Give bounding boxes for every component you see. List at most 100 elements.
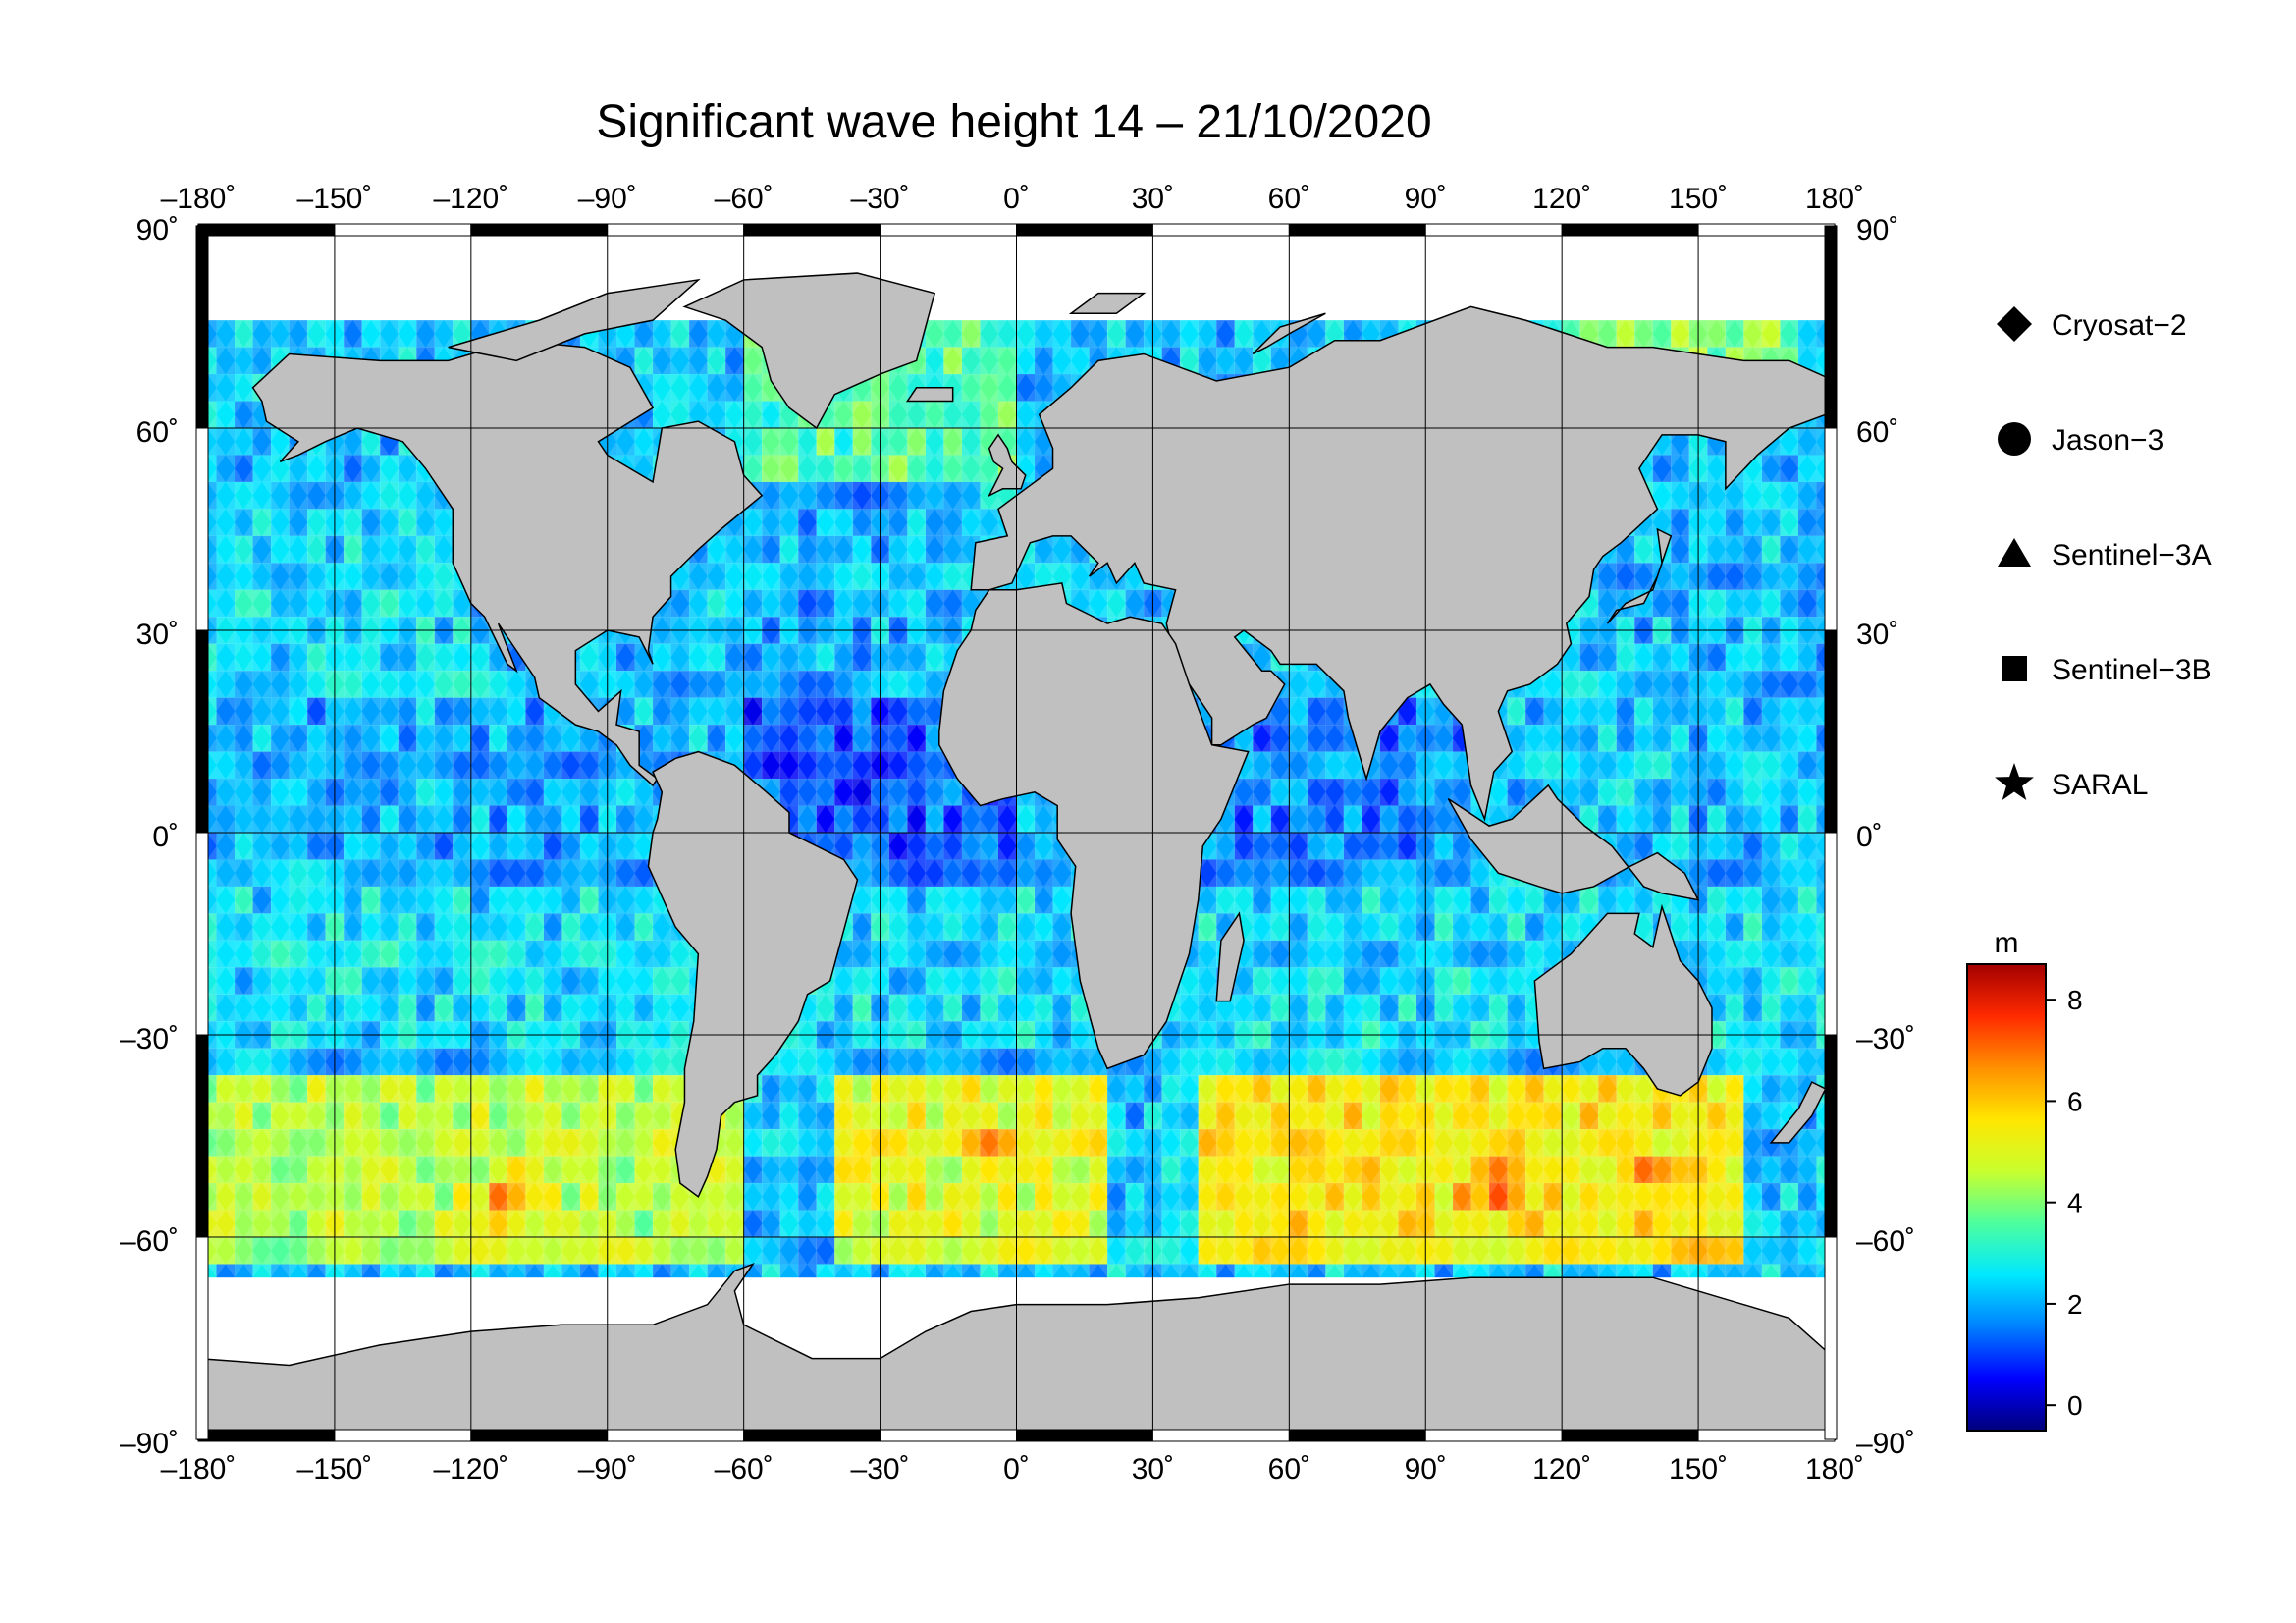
swh-cell: [961, 509, 981, 536]
swh-cell: [980, 347, 998, 375]
swh-cell: [271, 481, 290, 510]
swh-cell: [707, 347, 726, 375]
swh-cell: [252, 697, 272, 726]
swh-cell: [1579, 671, 1599, 698]
swh-cell: [1761, 859, 1781, 887]
swh-cell: [216, 428, 236, 456]
swh-cell: [289, 779, 308, 806]
swh-cell: [1507, 725, 1526, 752]
swh-cell: [816, 994, 835, 1022]
swh-cell: [616, 643, 635, 672]
swh-cell: [707, 697, 726, 726]
swh-cell: [1125, 320, 1145, 348]
swh-cell: [1616, 833, 1635, 860]
swh-cell: [398, 643, 417, 672]
swh-cell: [307, 994, 326, 1022]
swh-cell: [1107, 320, 1126, 348]
swh-cell: [307, 859, 326, 887]
swh-cell: [434, 589, 454, 618]
swh-cell: [216, 643, 236, 672]
swh-cell: [289, 833, 308, 860]
swh-cell: [344, 967, 362, 995]
swh-cell: [907, 589, 926, 618]
swh-cell: [725, 563, 744, 590]
swh-cell: [434, 779, 454, 806]
swh-cell: [252, 751, 272, 780]
swh-cell: [1470, 886, 1490, 914]
swh-cell: [834, 428, 853, 456]
swh-cell: [453, 589, 471, 618]
swh-cell: [798, 455, 817, 482]
swh-cell: [1180, 1048, 1199, 1076]
swh-cell: [779, 563, 799, 590]
swh-cell: [1379, 1048, 1399, 1076]
swh-cell: [670, 320, 690, 348]
swh-cell: [1379, 751, 1399, 780]
swh-cell: [1780, 671, 1798, 698]
swh-cell: [888, 940, 908, 968]
swh-cell: [925, 563, 944, 590]
swh-cell: [816, 779, 835, 806]
swh-cell: [852, 886, 872, 914]
swh-cell: [271, 751, 290, 780]
swh-cell: [834, 805, 853, 833]
swh-cell: [1362, 779, 1380, 806]
swh-cell: [1071, 347, 1090, 375]
swh-cell: [834, 697, 853, 726]
swh-cell: [907, 913, 926, 941]
swh-cell: [1270, 751, 1290, 780]
swh-cell: [743, 589, 763, 618]
swh-cell: [344, 1048, 362, 1076]
swh-cell: [1562, 725, 1580, 752]
swh-cell: [997, 967, 1017, 995]
swh-cell: [235, 643, 253, 672]
swh-cell: [416, 833, 435, 860]
swh-cell: [416, 805, 435, 833]
swh-cell: [689, 374, 708, 402]
swh-cell: [1379, 779, 1399, 806]
swh-cell: [398, 805, 417, 833]
swh-cell: [634, 671, 654, 698]
swh-cell: [961, 859, 981, 887]
swh-cell: [1743, 589, 1762, 618]
swh-cell: [1761, 805, 1781, 833]
swh-cell: [1489, 994, 1508, 1022]
swh-cell: [798, 481, 817, 510]
swh-cell: [361, 967, 381, 995]
swh-cell: [616, 967, 635, 995]
swh-cell: [489, 967, 507, 995]
swh-cell: [507, 1048, 526, 1076]
swh-cell: [453, 859, 471, 887]
swh-cell: [980, 805, 998, 833]
swh-cell: [1507, 913, 1526, 941]
swh-cell: [289, 643, 308, 672]
swh-cell: [1325, 886, 1344, 914]
swh-cell: [1743, 967, 1762, 995]
swh-cell: [653, 697, 671, 726]
swh-cell: [1743, 833, 1762, 860]
swh-cell: [216, 401, 236, 428]
swh-cell: [1089, 320, 1108, 348]
swh-cell: [380, 725, 399, 752]
swh-cell: [1343, 1048, 1362, 1076]
swh-cell: [1725, 859, 1744, 887]
swh-cell: [361, 671, 381, 698]
swh-cell: [1434, 886, 1454, 914]
swh-cell: [525, 805, 544, 833]
swh-cell: [1616, 751, 1635, 780]
swh-cell: [1470, 994, 1490, 1022]
swh-cell: [1035, 563, 1053, 590]
swh-cell: [980, 886, 998, 914]
swh-cell: [634, 805, 654, 833]
swh-cell: [1707, 751, 1726, 780]
swh-cell: [416, 509, 435, 536]
swh-cell: [670, 374, 690, 402]
swh-cell: [1289, 751, 1308, 780]
swh-cell: [1507, 697, 1526, 726]
swh-cell: [361, 509, 381, 536]
swh-cell: [980, 967, 998, 995]
swh-cell: [1343, 859, 1362, 887]
swh-cell: [453, 833, 471, 860]
swh-cell: [344, 886, 362, 914]
